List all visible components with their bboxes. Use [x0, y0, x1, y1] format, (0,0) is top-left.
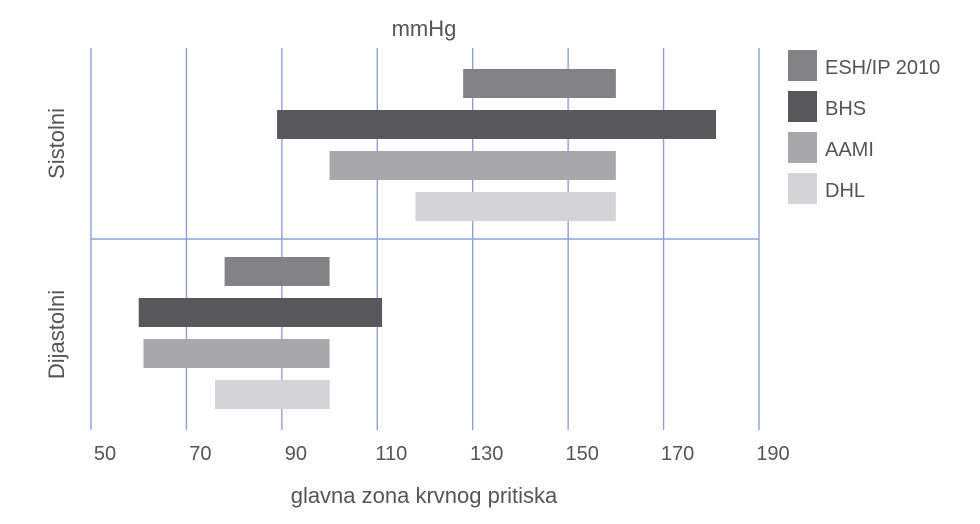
bar — [215, 380, 330, 409]
legend-label: AAMI — [825, 139, 874, 161]
x-tick-label: 70 — [189, 443, 211, 465]
legend-swatch — [788, 132, 817, 163]
legend-swatch — [788, 173, 817, 204]
legend-label: BHS — [825, 98, 866, 120]
grid-lines — [90, 48, 760, 430]
bar — [463, 69, 616, 98]
x-tick-label: 90 — [285, 443, 307, 465]
x-tick-label: 170 — [661, 443, 694, 465]
x-tick-label: 50 — [94, 443, 116, 465]
bar — [224, 257, 330, 286]
bars — [138, 69, 717, 409]
bar — [277, 110, 717, 139]
legend-swatch — [788, 50, 817, 81]
x-tick-label: 130 — [470, 443, 503, 465]
group-label: Sistolni — [44, 108, 69, 179]
legend-label: DHL — [825, 180, 865, 202]
x-tick-label: 150 — [565, 443, 598, 465]
legend: ESH/IP 2010 BHS AAMI DHL — [788, 50, 940, 204]
group-label: Dijastolni — [44, 290, 69, 379]
bar — [138, 298, 383, 327]
legend-label: ESH/IP 2010 — [825, 57, 940, 79]
group-labels: Sistolni Dijastolni — [44, 108, 69, 379]
x-axis-ticks: 50 70 90 110 130 150 170 190 — [94, 443, 790, 465]
x-tick-label: 190 — [756, 443, 789, 465]
chart-title: mmHg — [392, 16, 457, 41]
bar — [329, 151, 616, 180]
bar — [143, 339, 330, 368]
x-axis-label: glavna zona krvnog pritiska — [291, 483, 558, 508]
legend-swatch — [788, 91, 817, 122]
bar — [415, 192, 616, 221]
x-tick-label: 110 — [375, 443, 407, 465]
